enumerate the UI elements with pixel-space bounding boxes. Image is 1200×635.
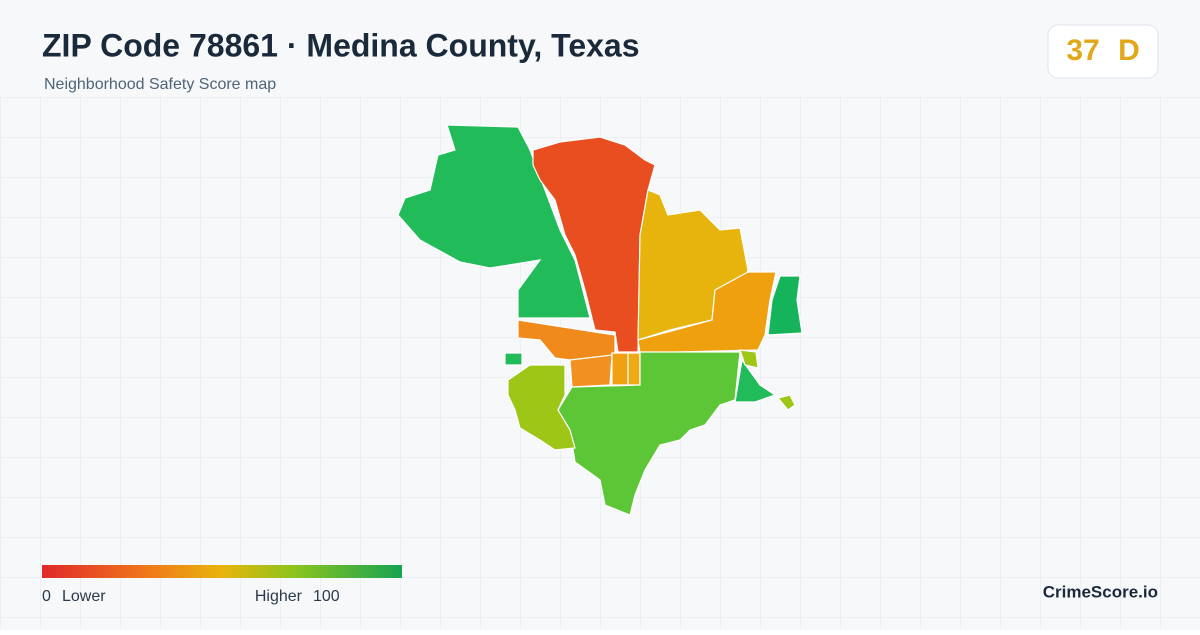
region	[532, 136, 656, 353]
subtitle: Neighborhood Safety Score map	[44, 76, 276, 93]
score-badge	[1047, 24, 1159, 79]
score-grade: D	[1118, 34, 1140, 67]
region	[504, 352, 523, 366]
region	[627, 352, 641, 386]
map	[397, 124, 803, 516]
region	[767, 275, 803, 336]
region	[569, 354, 613, 388]
region	[611, 352, 629, 386]
legend-max-label: Higher	[255, 588, 303, 605]
title: ZIP Code 78861 · Medina County, Texas	[42, 27, 640, 63]
region	[397, 124, 591, 319]
region	[734, 358, 777, 403]
brand: CrimeScore.io	[1043, 582, 1158, 601]
legend-max: 100	[313, 588, 340, 605]
region	[739, 349, 759, 369]
score-value: 37	[1066, 34, 1099, 67]
region	[507, 364, 576, 451]
region	[776, 394, 796, 411]
legend-min-label: Lower	[62, 588, 106, 605]
legend-bar	[42, 565, 402, 578]
legend-min: 0	[42, 588, 51, 605]
